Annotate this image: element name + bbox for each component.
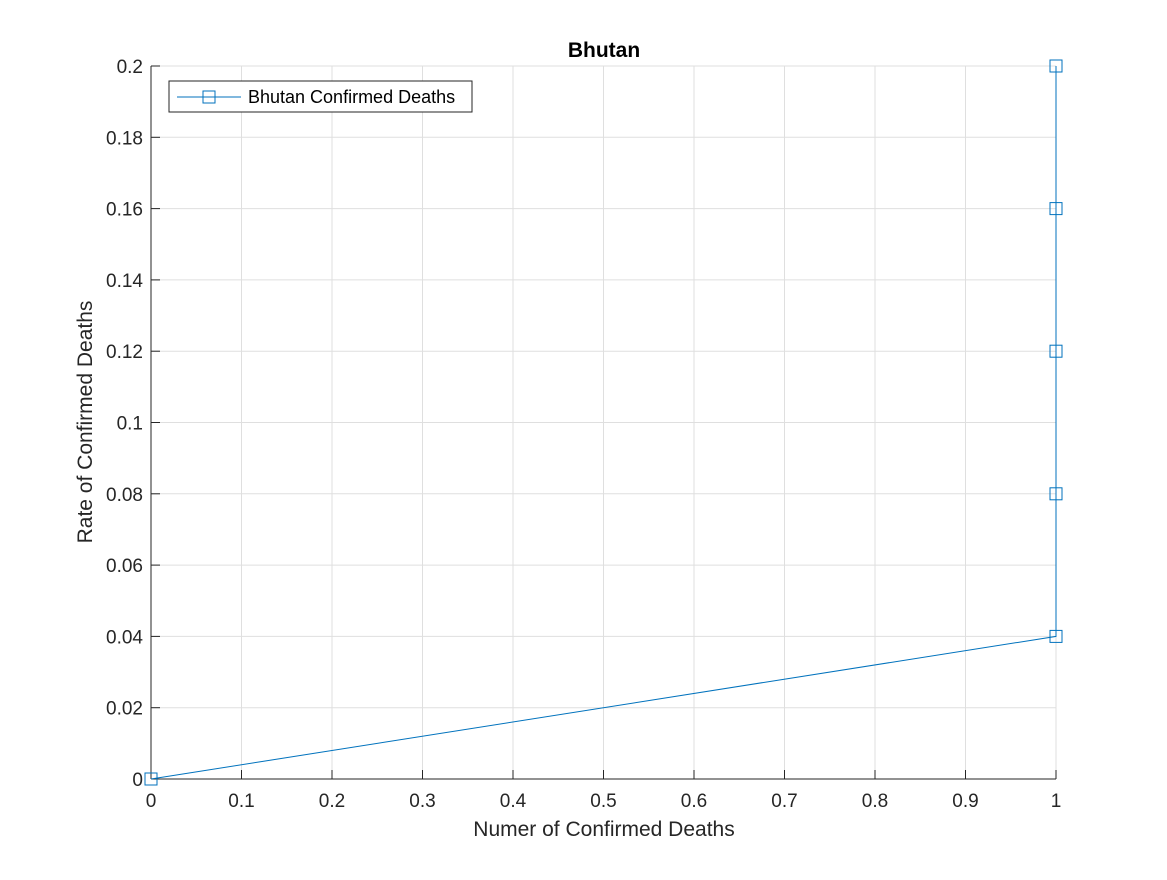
x-tick-label: 0 [146, 791, 157, 812]
x-tick-label: 0.8 [862, 791, 888, 812]
y-tick-label: 0.06 [106, 556, 143, 577]
y-tick-label: 0.12 [106, 342, 143, 363]
y-tick-label: 0.16 [106, 200, 143, 221]
x-axis-label: Numer of Confirmed Deaths [473, 818, 734, 841]
y-tick-label: 0.02 [106, 699, 143, 720]
x-tick-label: 0.5 [590, 791, 616, 812]
legend[interactable]: Bhutan Confirmed Deaths [168, 80, 473, 113]
y-tick-label: 0.14 [106, 271, 143, 292]
chart-title: Bhutan [568, 39, 640, 62]
data-point-marker [144, 772, 158, 786]
y-tick-label: 0.04 [106, 627, 143, 648]
x-tick-label: 1 [1051, 791, 1062, 812]
x-tick-label: 0.2 [319, 791, 345, 812]
y-tick-label: 0.18 [106, 128, 143, 149]
grid [150, 65, 1057, 780]
data-point-marker [1049, 202, 1063, 216]
y-tick-label: 0 [132, 770, 143, 791]
y-tick-label: 0.1 [117, 414, 143, 435]
legend-label: Bhutan Confirmed Deaths [248, 87, 455, 107]
data-point-marker [1049, 59, 1063, 73]
y-tick-label: 0.2 [117, 57, 143, 78]
x-tick-label: 0.4 [500, 791, 527, 812]
data-point-marker [1049, 344, 1063, 358]
axes: 0 0.1 0.2 0.3 0.4 0.5 0.6 0.7 0.8 0.9 1 0 0.02 0.04 0.… [106, 57, 1061, 812]
x-tick-label: 0.3 [409, 791, 435, 812]
data-point-marker [1049, 629, 1063, 643]
x-tick-label: 0.7 [771, 791, 797, 812]
series-layer [144, 59, 1063, 786]
x-tick-label: 0.1 [228, 791, 254, 812]
y-axis-label: Rate of Confirmed Deaths [74, 301, 97, 544]
series-line [150, 66, 1057, 780]
y-tick-label: 0.08 [106, 485, 143, 506]
data-point-marker [1049, 487, 1063, 501]
legend-marker-square [202, 90, 216, 104]
x-tick-label: 0.6 [681, 791, 707, 812]
x-tick-label: 0.9 [952, 791, 978, 812]
